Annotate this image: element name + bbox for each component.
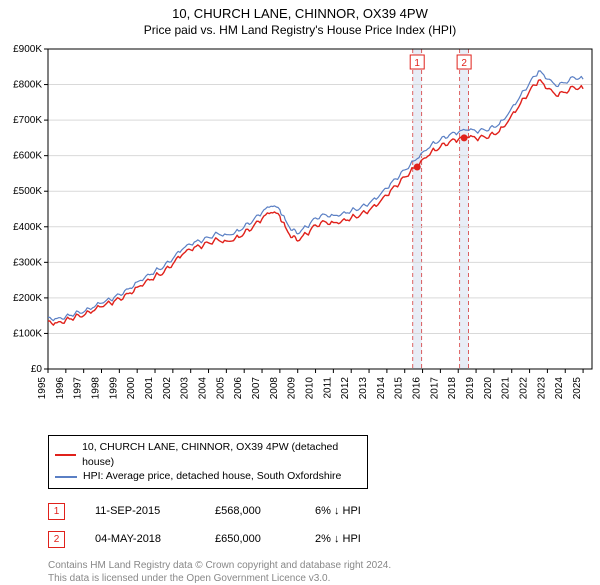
chart-area: £0 £100K £200K £300K £400K £500K £600K £700K £80…	[0, 39, 600, 429]
svg-text:2021: 2021	[501, 377, 512, 400]
svg-text:2004: 2004	[198, 377, 209, 400]
svg-text:2000: 2000	[126, 377, 137, 400]
title-address: 10, CHURCH LANE, CHINNOR, OX39 4PW	[0, 6, 600, 21]
footer-line: Contains HM Land Registry data © Crown c…	[48, 559, 600, 572]
svg-text:2003: 2003	[180, 377, 191, 400]
page-container: 10, CHURCH LANE, CHINNOR, OX39 4PW Price…	[0, 0, 600, 585]
svg-text:2024: 2024	[554, 377, 565, 400]
svg-text:£600K: £600K	[13, 151, 42, 162]
svg-text:2: 2	[461, 58, 467, 69]
svg-text:2012: 2012	[340, 377, 351, 400]
svg-text:1996: 1996	[55, 377, 66, 400]
svg-text:2014: 2014	[376, 377, 387, 400]
svg-text:1997: 1997	[73, 377, 84, 400]
svg-text:2019: 2019	[465, 377, 476, 400]
legend-box: 10, CHURCH LANE, CHINNOR, OX39 4PW (deta…	[48, 435, 368, 489]
sale-price: £568,000	[215, 505, 285, 517]
svg-text:1999: 1999	[108, 377, 119, 400]
legend-item: HPI: Average price, detached house, Sout…	[55, 469, 361, 484]
svg-text:2018: 2018	[447, 377, 458, 400]
svg-text:2002: 2002	[162, 377, 173, 400]
svg-text:1: 1	[414, 58, 420, 69]
sale-row: 2 04-MAY-2018 £650,000 2% ↓ HPI	[48, 525, 600, 553]
legend-label: HPI: Average price, detached house, Sout…	[83, 469, 341, 484]
svg-text:2022: 2022	[519, 377, 530, 400]
svg-text:£500K: £500K	[13, 186, 42, 197]
sale-delta: 6% ↓ HPI	[315, 505, 395, 517]
svg-text:2015: 2015	[394, 377, 405, 400]
legend-label: 10, CHURCH LANE, CHINNOR, OX39 4PW (deta…	[82, 440, 361, 469]
sale-row: 1 11-SEP-2015 £568,000 6% ↓ HPI	[48, 497, 600, 525]
title-subtitle: Price paid vs. HM Land Registry's House …	[0, 23, 600, 37]
line-chart-svg: £0 £100K £200K £300K £400K £500K £600K £700K £80…	[0, 39, 600, 429]
legend-item: 10, CHURCH LANE, CHINNOR, OX39 4PW (deta…	[55, 440, 361, 469]
svg-text:£400K: £400K	[13, 222, 42, 233]
svg-text:2010: 2010	[305, 377, 316, 400]
footer-text: Contains HM Land Registry data © Crown c…	[48, 559, 600, 585]
svg-text:2023: 2023	[536, 377, 547, 400]
svg-text:£300K: £300K	[13, 257, 42, 268]
sale-date: 11-SEP-2015	[95, 505, 185, 517]
svg-text:2025: 2025	[572, 377, 583, 400]
title-block: 10, CHURCH LANE, CHINNOR, OX39 4PW Price…	[0, 0, 600, 39]
sale-badge: 2	[48, 531, 65, 548]
svg-text:£700K: £700K	[13, 115, 42, 126]
sale-badge: 1	[48, 503, 65, 520]
svg-text:£900K: £900K	[13, 44, 42, 55]
svg-text:2017: 2017	[429, 377, 440, 400]
svg-text:2016: 2016	[412, 377, 423, 400]
svg-text:2001: 2001	[144, 377, 155, 400]
svg-text:2020: 2020	[483, 377, 494, 400]
sale-date: 04-MAY-2018	[95, 533, 185, 545]
sale-price: £650,000	[215, 533, 285, 545]
svg-text:2009: 2009	[287, 377, 298, 400]
legend-swatch	[55, 454, 76, 456]
svg-text:2007: 2007	[251, 377, 262, 400]
svg-text:1995: 1995	[37, 377, 48, 400]
svg-text:2006: 2006	[233, 377, 244, 400]
sales-table: 1 11-SEP-2015 £568,000 6% ↓ HPI 2 04-MAY…	[48, 497, 600, 553]
svg-text:2008: 2008	[269, 377, 280, 400]
footer-line: This data is licensed under the Open Gov…	[48, 572, 600, 585]
svg-text:2013: 2013	[358, 377, 369, 400]
svg-text:2011: 2011	[322, 377, 333, 399]
svg-text:£800K: £800K	[13, 80, 42, 91]
svg-text:£0: £0	[31, 364, 43, 375]
svg-text:2005: 2005	[215, 377, 226, 400]
svg-text:1998: 1998	[91, 377, 102, 400]
svg-text:£100K: £100K	[13, 328, 42, 339]
sale-delta: 2% ↓ HPI	[315, 533, 395, 545]
svg-text:£200K: £200K	[13, 293, 42, 304]
legend-swatch	[55, 476, 77, 478]
